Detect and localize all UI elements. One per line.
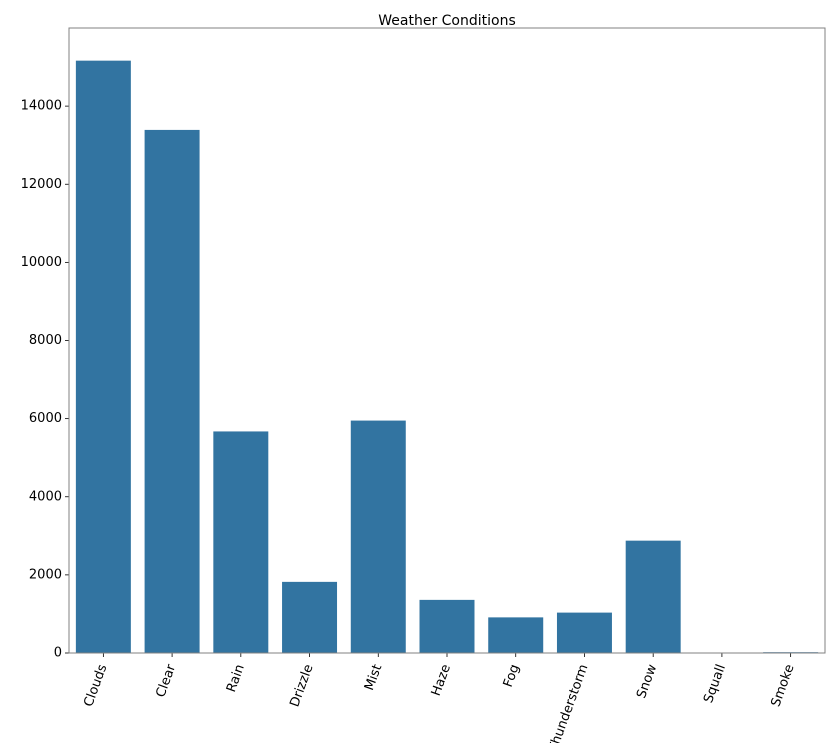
bar-fog xyxy=(488,617,544,653)
x-tick-label: Fog xyxy=(501,662,523,689)
plot-frame xyxy=(68,27,826,654)
x-tick-label: Mist xyxy=(362,662,385,692)
y-tick-label: 2000 xyxy=(29,567,62,582)
x-tick-label: Haze xyxy=(429,662,454,698)
bar-mist xyxy=(350,420,406,653)
bar-haze xyxy=(419,599,475,653)
y-tick-label: 4000 xyxy=(29,489,62,504)
y-tick-label: 14000 xyxy=(21,99,62,114)
bar-snow xyxy=(625,540,681,653)
x-tick-label: Rain xyxy=(224,662,248,694)
x-tick-label: Snow xyxy=(634,662,660,700)
bars-group xyxy=(75,60,819,653)
y-tick-label: 6000 xyxy=(29,411,62,426)
bar-thunderstorm xyxy=(556,612,612,653)
x-tick-label: Thunderstorm xyxy=(546,662,592,743)
y-axis-ticks: 0 2000 4000 6000 8000 10000 12000 14000 xyxy=(21,99,69,661)
y-tick-label: 10000 xyxy=(21,255,62,270)
y-tick-label: 8000 xyxy=(29,333,62,348)
y-tick-label: 12000 xyxy=(21,177,62,192)
x-tick-label: Drizzle xyxy=(287,662,316,709)
y-tick-label: 0 xyxy=(54,646,62,661)
x-tick-label: Smoke xyxy=(769,662,798,708)
x-axis-ticks: Clouds Clear Rain Drizzle Mist Haze Fog Thunder… xyxy=(81,653,798,743)
chart-title: Weather Conditions xyxy=(378,13,516,29)
bar-clear xyxy=(144,129,200,653)
x-tick-label: Clear xyxy=(153,662,179,700)
x-tick-label: Squall xyxy=(701,662,729,705)
bar-rain xyxy=(213,431,269,653)
x-tick-label: Clouds xyxy=(81,662,110,709)
bar-drizzle xyxy=(282,581,338,653)
bar-clouds xyxy=(75,60,131,653)
